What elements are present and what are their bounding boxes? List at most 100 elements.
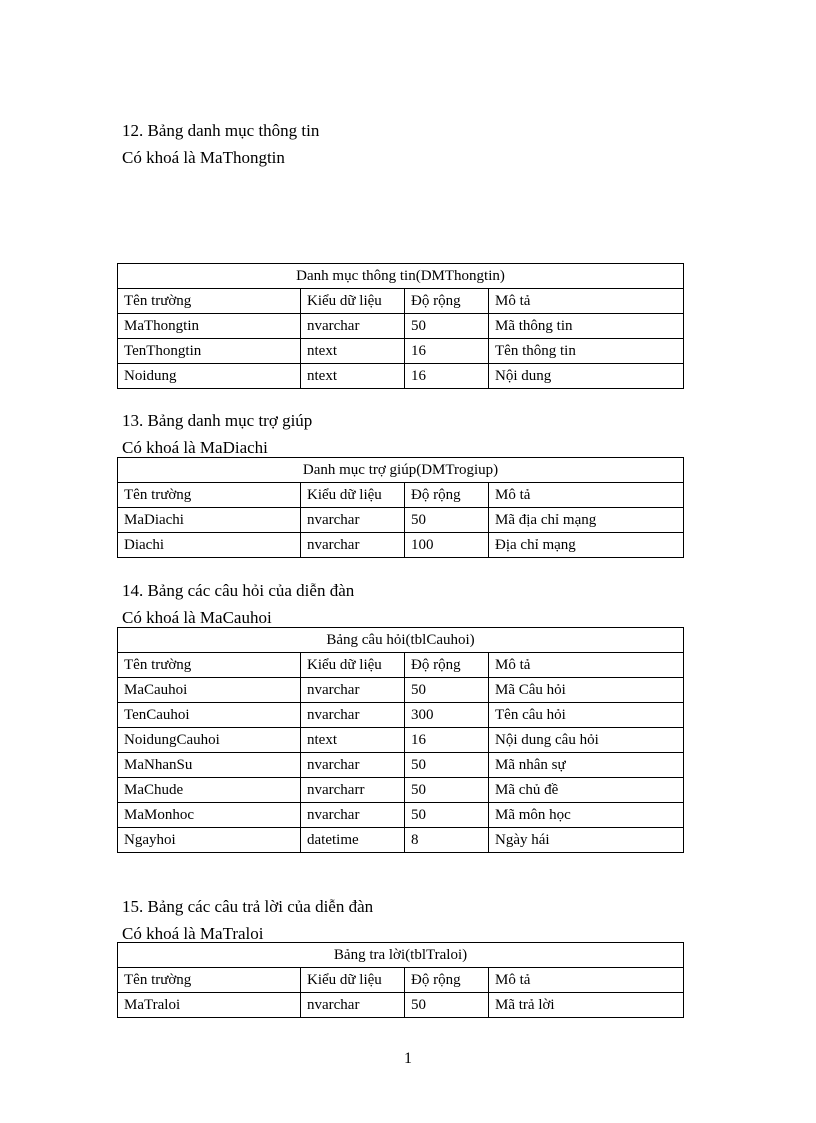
table-header-row: Tên trường Kiểu dữ liệu Độ rộng Mô tả <box>117 482 685 508</box>
column-header: Độ rộng <box>404 288 489 314</box>
table-row: MaNhanSu nvarchar 50 Mã nhân sự <box>117 752 684 778</box>
cell-data-type: nvarchar <box>300 313 405 339</box>
table-row: MaCauhoi nvarchar 50 Mã Câu hỏi <box>117 677 684 703</box>
cell-width: 50 <box>404 677 489 703</box>
cell-width: 16 <box>404 363 489 389</box>
cell-field-name: TenCauhoi <box>117 702 301 728</box>
table-row: NoidungCauhoi ntext 16 Nội dung câu hỏi <box>117 727 684 753</box>
cell-data-type: nvarchar <box>300 752 405 778</box>
column-header: Kiểu dữ liệu <box>300 967 405 993</box>
cell-description: Mã trả lời <box>487 992 685 1018</box>
column-header: Độ rộng <box>404 482 489 508</box>
cell-data-type: nvarcharr <box>300 777 405 803</box>
section-heading: 12. Bảng danh mục thông tin <box>122 121 320 140</box>
cell-description: Ngày hái <box>488 827 684 853</box>
column-header: Mô tả <box>488 652 684 678</box>
table-row: MaDiachi nvarchar 50 Mã địa chỉ mạng <box>117 507 685 533</box>
cell-data-type: ntext <box>300 727 405 753</box>
column-header: Tên trường <box>117 482 301 508</box>
cell-width: 8 <box>404 827 489 853</box>
cell-width: 50 <box>404 313 489 339</box>
column-header: Kiểu dữ liệu <box>300 288 405 314</box>
cell-width: 50 <box>404 777 489 803</box>
section-13-heading-block: 13. Bảng danh mục trợ giúp Có khoá là Ma… <box>122 407 312 461</box>
column-header: Tên trường <box>117 652 301 678</box>
cell-description: Tên câu hỏi <box>488 702 684 728</box>
cell-data-type: nvarchar <box>300 802 405 828</box>
cell-field-name: MaMonhoc <box>117 802 301 828</box>
table-row: MaThongtin nvarchar 50 Mã thông tin <box>117 313 685 339</box>
column-header: Kiểu dữ liệu <box>300 652 405 678</box>
table-tblcauhoi: Bảng câu hỏi(tblCauhoi) Tên trường Kiểu … <box>117 627 684 853</box>
column-header: Mô tả <box>487 967 685 993</box>
column-header: Độ rộng <box>404 652 489 678</box>
cell-width: 100 <box>404 532 489 558</box>
section-14-heading-block: 14. Bảng các câu hỏi của diễn đàn Có kho… <box>122 577 354 631</box>
cell-data-type: ntext <box>300 363 405 389</box>
table-header-row: Tên trường Kiểu dữ liệu Độ rộng Mô tả <box>117 652 684 678</box>
section-15-heading-block: 15. Bảng các câu trả lời của diễn đàn Có… <box>122 893 373 947</box>
section-heading: 14. Bảng các câu hỏi của diễn đàn <box>122 581 355 600</box>
cell-description: Mã địa chỉ mạng <box>487 507 685 533</box>
cell-width: 50 <box>404 752 489 778</box>
table-caption-row: Danh mục thông tin(DMThongtin) <box>116 263 685 289</box>
table-row: Noidung ntext 16 Nội dung <box>117 363 685 389</box>
cell-field-name: TenThongtin <box>117 338 301 364</box>
column-header: Tên trường <box>117 967 301 993</box>
cell-description: Nội dung câu hỏi <box>488 727 684 753</box>
table-caption: Bảng câu hỏi(tblCauhoi) <box>117 627 684 653</box>
cell-width: 50 <box>404 992 489 1018</box>
cell-width: 300 <box>404 702 489 728</box>
table-caption-row: Danh mục trợ giúp(DMTrogiup) <box>116 457 685 483</box>
cell-field-name: MaTraloi <box>117 992 301 1018</box>
cell-field-name: NoidungCauhoi <box>117 727 301 753</box>
cell-width: 16 <box>404 338 489 364</box>
cell-field-name: MaNhanSu <box>117 752 301 778</box>
table-caption: Bảng tra lời(tblTraloi) <box>116 942 685 968</box>
cell-data-type: nvarchar <box>300 992 405 1018</box>
table-caption: Danh mục trợ giúp(DMTrogiup) <box>116 457 685 483</box>
cell-field-name: MaDiachi <box>117 507 301 533</box>
cell-field-name: MaCauhoi <box>117 677 301 703</box>
cell-description: Địa chỉ mạng <box>487 532 685 558</box>
column-header: Độ rộng <box>404 967 489 993</box>
column-header: Mô tả <box>487 288 685 314</box>
cell-field-name: Noidung <box>117 363 301 389</box>
table-header-row: Tên trường Kiểu dữ liệu Độ rộng Mô tả <box>117 288 685 314</box>
table-row: TenCauhoi nvarchar 300 Tên câu hỏi <box>117 702 684 728</box>
section-subheading: Có khoá là MaDiachi <box>122 438 268 457</box>
section-12-heading-block: 12. Bảng danh mục thông tin Có khoá là M… <box>122 117 319 171</box>
cell-data-type: nvarchar <box>300 677 405 703</box>
cell-data-type: nvarchar <box>300 507 405 533</box>
cell-description: Mã thông tin <box>487 313 685 339</box>
table-row: MaTraloi nvarchar 50 Mã trả lời <box>117 992 685 1018</box>
cell-field-name: MaChude <box>117 777 301 803</box>
table-dmthongtin: Danh mục thông tin(DMThongtin) Tên trườn… <box>116 263 685 389</box>
table-caption: Danh mục thông tin(DMThongtin) <box>116 263 685 289</box>
page-number: 1 <box>404 1050 412 1067</box>
table-header-row: Tên trường Kiểu dữ liệu Độ rộng Mô tả <box>117 967 685 993</box>
section-subheading: Có khoá là MaThongtin <box>122 148 285 167</box>
cell-description: Nội dung <box>487 363 685 389</box>
table-row: Ngayhoi datetime 8 Ngày hái <box>117 827 684 853</box>
table-dmtrogiup: Danh mục trợ giúp(DMTrogiup) Tên trường … <box>116 457 685 558</box>
cell-data-type: nvarchar <box>300 702 405 728</box>
table-row: TenThongtin ntext 16 Tên thông tin <box>117 338 685 364</box>
cell-data-type: datetime <box>300 827 405 853</box>
table-row: Diachi nvarchar 100 Địa chỉ mạng <box>117 532 685 558</box>
cell-width: 16 <box>404 727 489 753</box>
cell-data-type: ntext <box>300 338 405 364</box>
column-header: Tên trường <box>117 288 301 314</box>
table-caption-row: Bảng tra lời(tblTraloi) <box>116 942 685 968</box>
cell-field-name: Diachi <box>117 532 301 558</box>
cell-description: Mã chủ đề <box>488 777 684 803</box>
cell-description: Mã môn học <box>488 802 684 828</box>
cell-width: 50 <box>404 507 489 533</box>
section-subheading: Có khoá là MaTraloi <box>122 924 264 943</box>
table-row: MaMonhoc nvarchar 50 Mã môn học <box>117 802 684 828</box>
column-header: Mô tả <box>487 482 685 508</box>
table-caption-row: Bảng câu hỏi(tblCauhoi) <box>117 627 684 653</box>
section-heading: 15. Bảng các câu trả lời của diễn đàn <box>122 897 374 916</box>
cell-description: Mã Câu hỏi <box>488 677 684 703</box>
